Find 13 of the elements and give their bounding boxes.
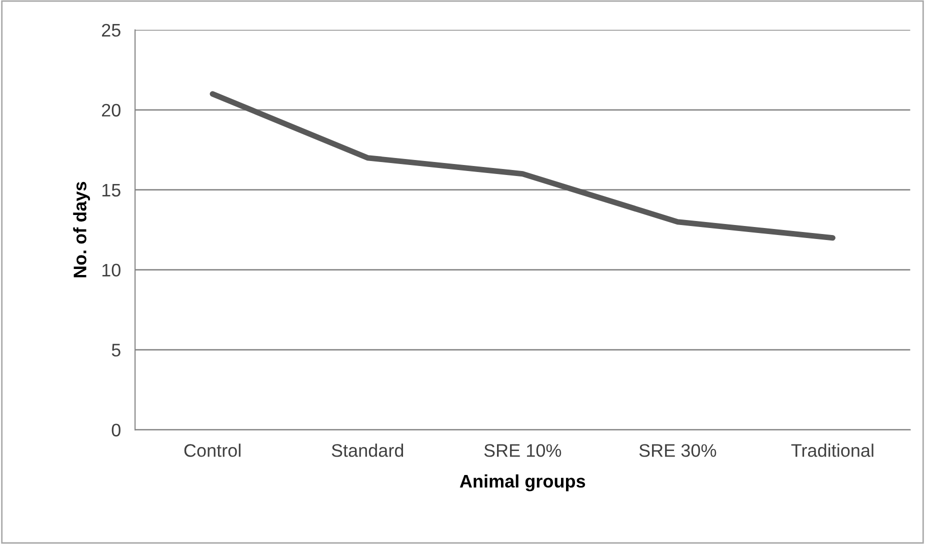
x-axis-title: Animal groups: [460, 474, 586, 492]
y-axis-title: No. of days: [73, 182, 90, 278]
x-tick-label: SRE 10%: [484, 444, 562, 457]
y-tick-label: 10: [102, 264, 120, 277]
y-tick-label: 5: [112, 344, 120, 357]
y-tick-label: 15: [102, 184, 120, 197]
x-tick-label: Standard: [332, 444, 404, 457]
x-tick-label: Traditional: [791, 444, 874, 457]
y-tick-label: 0: [112, 424, 120, 436]
y-tick-label: 25: [102, 24, 120, 37]
y-tick-label: 20: [102, 104, 120, 117]
x-tick-label: SRE 30%: [639, 444, 716, 457]
x-tick-label: Control: [184, 444, 240, 457]
